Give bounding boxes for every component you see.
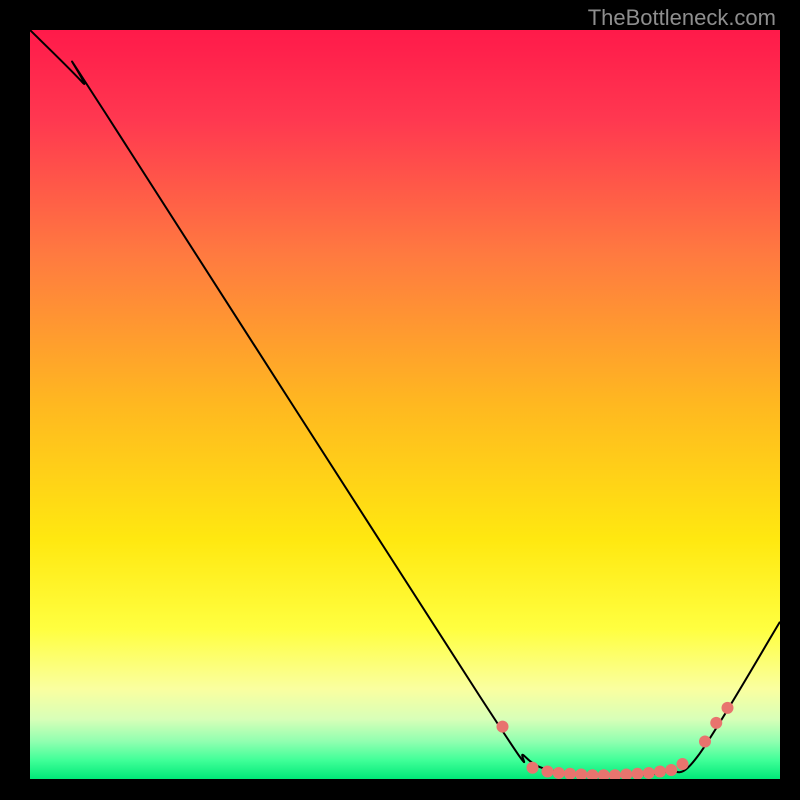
marker-point — [665, 764, 677, 776]
marker-point — [699, 736, 711, 748]
bottleneck-chart — [30, 30, 780, 779]
marker-point — [654, 766, 666, 778]
chart-svg — [30, 30, 780, 779]
marker-point — [710, 717, 722, 729]
marker-point — [722, 702, 734, 714]
attribution-text: TheBottleneck.com — [588, 5, 776, 31]
marker-point — [677, 758, 689, 770]
marker-point — [527, 762, 539, 774]
marker-point — [553, 767, 565, 779]
gradient-background — [30, 30, 780, 779]
marker-point — [542, 766, 554, 778]
marker-point — [643, 767, 655, 779]
marker-point — [497, 721, 509, 733]
